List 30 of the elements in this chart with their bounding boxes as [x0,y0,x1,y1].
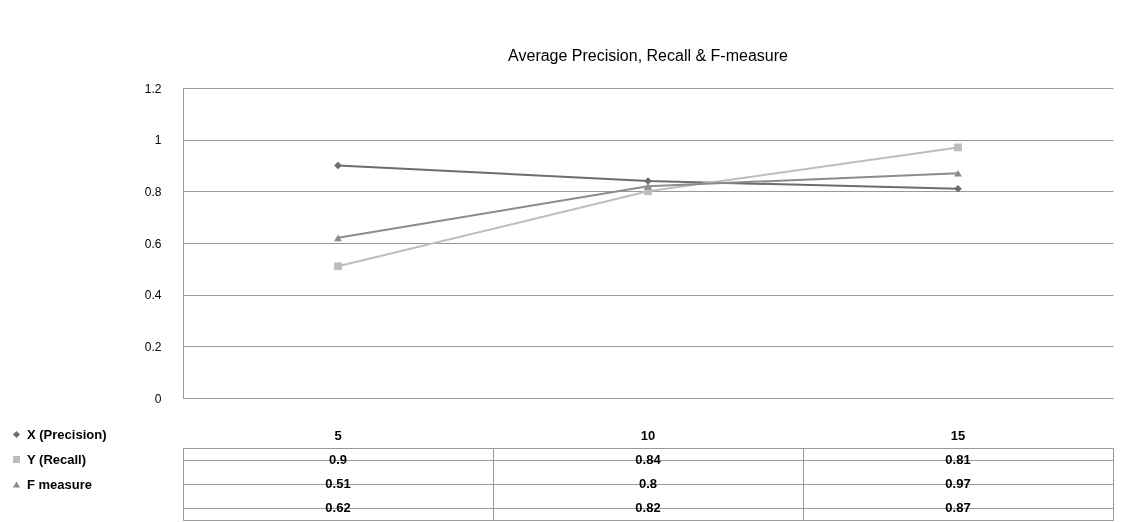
legend-label: Y (Recall) [27,451,87,467]
data-label: 0.87 [945,500,971,515]
y-tick-label: 0.8 [144,184,162,199]
data-label: 0.8 [638,476,658,491]
point [954,169,962,177]
chart-title: Average Precision, Recall & F-measure [508,47,789,64]
data-label: 0.51 [325,476,351,491]
point [334,262,342,271]
y-tick-label: 1 [154,133,162,148]
y-tick-label: 0.6 [144,236,162,251]
x-tick-label: 15 [950,427,966,443]
x-tick-label: 5 [334,427,342,443]
point [334,234,342,242]
data-label: 0.81 [945,452,971,467]
legend-label: F measure [27,476,93,492]
x-tick-label: 10 [640,427,656,443]
y-tick-label: 0 [154,391,162,406]
data-label: 0.84 [635,452,662,467]
data-label: 0.62 [325,500,351,515]
data-label: 0.9 [328,452,348,467]
point [334,161,342,170]
point [644,182,652,190]
y-tick-label: 1.2 [144,81,162,96]
y-tick-label: 0.2 [144,339,162,354]
data-label: 0.82 [635,500,661,515]
y-tick-label: 0.4 [144,288,162,303]
legend-label: X (Precision) [27,426,107,442]
point [954,184,962,193]
data-label: 0.97 [945,476,971,491]
point [954,143,962,152]
